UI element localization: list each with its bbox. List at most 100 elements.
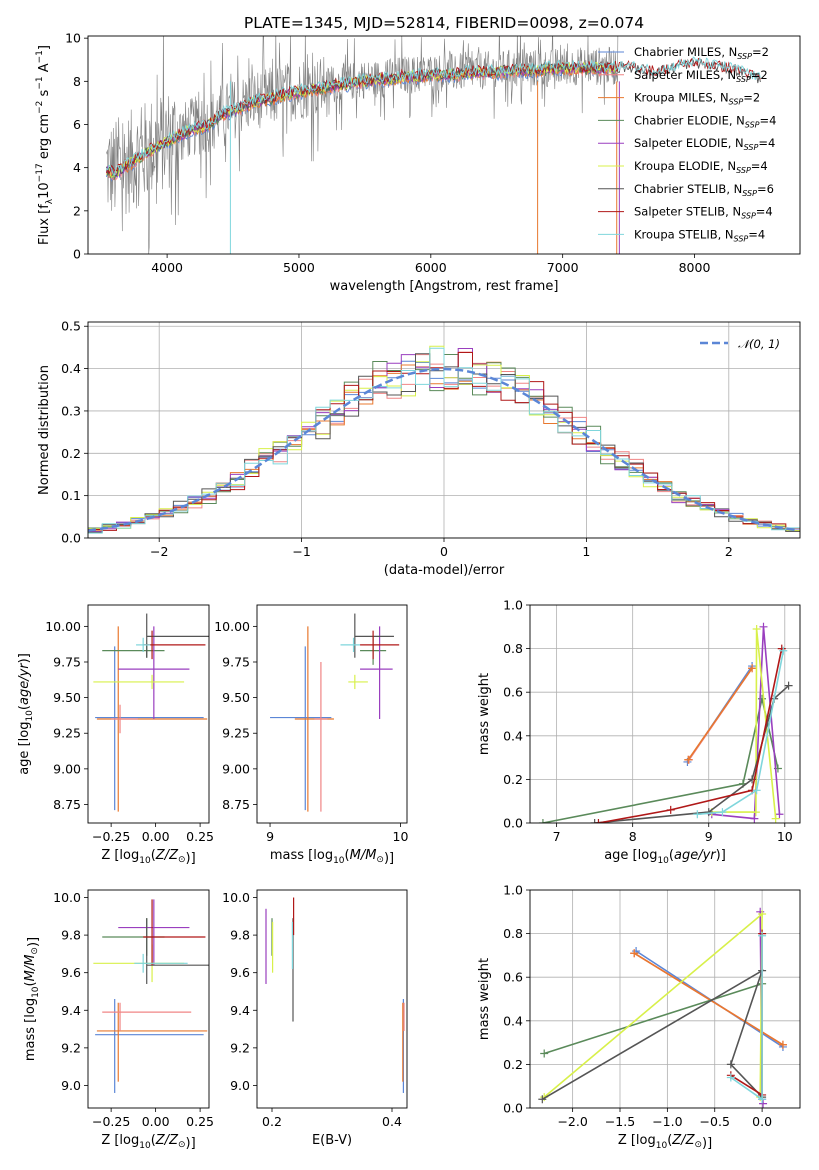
legend-entry: Salpeter ELODIE, NSSP=4	[634, 136, 775, 152]
legend-entry: 𝒩(0, 1)	[738, 337, 780, 351]
residuals-xtick-label: −1	[292, 544, 310, 559]
spectrum-xlabel: wavelength [Angstrom, rest frame]	[330, 279, 559, 294]
weight-vs-age-series-line	[687, 667, 753, 761]
mass-vs-Z-point	[118, 899, 190, 966]
age-vs-mass-point	[340, 637, 361, 653]
mass-vs-Z-ytick-label: 9.6	[61, 965, 81, 980]
weight-vs-Z-marker	[778, 1040, 787, 1049]
spectrum-axes: 4000 5000 6000 7000 8000 0 2 4 6 8 10 wavelength [A…	[35, 31, 710, 294]
age-vs-Z-ylabel: age [log10(age/yr)]	[17, 653, 35, 775]
weight-vs-Z-series-line	[633, 952, 784, 1046]
weight-vs-Z-marker	[540, 1049, 549, 1058]
residuals-plot-area	[88, 322, 800, 538]
mass-vs-Z-xtick-label: 0.00	[142, 1114, 170, 1129]
age-vs-Z-point	[143, 630, 206, 660]
age-vs-Z-axes: −0.25 0.00 0.25 8.75 9.00 9.25 9.50 9.75 10.00 Z …	[17, 619, 214, 866]
mass-vs-EBV-xtick-label: 0.4	[382, 1114, 402, 1129]
weight-vs-Z-marker	[538, 1095, 547, 1104]
spectrum-plot-area	[106, 36, 761, 254]
weight-vs-age-xtick-label: 7	[553, 829, 561, 844]
residuals-xtick-label: 1	[582, 544, 590, 559]
weight-vs-Z-marker	[758, 909, 767, 918]
mass-vs-Z-ytick-label: 9.2	[61, 1040, 81, 1055]
weight-vs-Z-ytick-label: 0.6	[503, 970, 523, 985]
mass-vs-EBV-ytick-label: 9.2	[230, 1040, 250, 1055]
age-vs-Z-ytick-label: 9.25	[53, 726, 81, 741]
weight-vs-age-marker	[751, 808, 760, 817]
weight-vs-age-series-line	[697, 650, 785, 816]
age-vs-Z-ytick-label: 8.75	[53, 797, 81, 812]
weight-vs-age-marker	[779, 646, 788, 655]
weight-vs-age-marker	[666, 805, 675, 814]
mass-vs-EBV-frame	[256, 889, 408, 1109]
mass-vs-EBV-ytick-label: 9.0	[230, 1078, 250, 1093]
age-vs-Z-ytick-label: 9.00	[53, 761, 81, 776]
age-vs-Z-ytick-label: 9.75	[53, 654, 81, 669]
age-vs-Z-xlabel: Z [log10(Z/Z⊙)]	[101, 848, 195, 866]
weight-vs-Z-marker	[726, 1073, 735, 1082]
legend-entry: Salpeter MILES, NSSP=2	[634, 68, 768, 84]
spectrum-ytick-label: 2	[73, 203, 81, 218]
weight-vs-Z-series-line	[541, 968, 764, 1100]
residuals-ytick-label: 0.5	[61, 319, 81, 334]
weight-vs-Z-ytick-label: 0.0	[503, 1101, 523, 1116]
weight-vs-age-ytick-label: 0.0	[503, 816, 523, 831]
weight-vs-age-marker	[748, 664, 757, 673]
age-vs-mass-frame	[256, 604, 408, 824]
age-vs-Z-point	[111, 704, 138, 734]
weight-vs-age-ytick-label: 0.4	[503, 728, 523, 743]
mass-vs-Z-ytick-label: 10.0	[53, 890, 81, 905]
weight-vs-age-marker	[784, 681, 793, 690]
residuals-panel: −2 −1 0 1 2 0.0 0.1 0.2 0.3 0.4 0.5 (data-model)/er…	[37, 319, 801, 578]
residuals-ytick-label: 0.0	[61, 531, 81, 546]
mass-vs-Z-ylabel: mass [log10(M/M⊙)]	[23, 937, 41, 1061]
legend-entry: Kroupa STELIB, NSSP=4	[634, 227, 765, 243]
mass-vs-Z-axes: −0.25 0.00 0.25 9.0 9.2 9.4 9.6 9.8 10.0 Z [log10…	[23, 890, 214, 1151]
age-vs-mass-xtick-label: 9	[266, 829, 274, 844]
mass-vs-EBV-ytick-label: 9.4	[230, 1003, 250, 1018]
mass-vs-EBV-panel: 0.2 0.4 9.0 9.2 9.4 9.6 9.8 10.0 E(B-V)	[222, 889, 408, 1148]
mass-vs-Z-plot-area	[93, 899, 209, 1093]
spectrum-ylabel: Flux [fλ10−17 erg cm−2 s−1 A−1]	[35, 45, 55, 245]
spectrum-panel: 4000 5000 6000 7000 8000 0 2 4 6 8 10 wavelength [A…	[35, 31, 801, 294]
weight-vs-Z-xtick-label: −2.0	[557, 1114, 587, 1129]
spectrum-ytick-label: 4	[73, 160, 81, 175]
age-vs-mass-point	[354, 613, 394, 658]
spectrum-model-line	[106, 57, 761, 175]
weight-vs-age-marker	[590, 819, 599, 823]
spectrum-ytick-label: 8	[73, 74, 81, 89]
mass-vs-Z-point	[134, 953, 188, 973]
weight-vs-age-marker	[538, 819, 547, 823]
age-vs-Z-xtick-label: 0.00	[142, 829, 170, 844]
weight-vs-age-series-line	[598, 648, 783, 823]
weight-vs-age-marker	[771, 814, 780, 823]
age-vs-Z-xtick-label: 0.25	[186, 829, 214, 844]
age-vs-Z-point	[95, 646, 204, 811]
age-vs-mass-ytick-label: 9.50	[222, 690, 250, 705]
age-vs-Z-point	[136, 637, 151, 653]
residuals-xtick-label: 2	[725, 544, 733, 559]
residuals-xtick-label: −2	[150, 544, 168, 559]
weight-vs-Z-marker	[758, 931, 767, 940]
mass-vs-Z-point	[95, 999, 204, 1093]
age-vs-mass-ytick-label: 10.00	[214, 619, 250, 634]
mass-vs-Z-xtick-label: −0.25	[92, 1114, 130, 1129]
age-vs-mass-point	[360, 630, 400, 660]
weight-vs-age-marker	[693, 810, 702, 819]
weight-vs-Z-ytick-label: 1.0	[503, 883, 523, 898]
residuals-ytick-label: 0.4	[61, 361, 81, 376]
residuals-xtick-label: 0	[440, 544, 448, 559]
spectrum-frame	[87, 35, 801, 255]
weight-vs-Z-marker	[630, 949, 639, 958]
mass-vs-EBV-xtick-label: 0.2	[262, 1114, 282, 1129]
age-vs-Z-panel: −0.25 0.00 0.25 8.75 9.00 9.25 9.50 9.75 10.00 Z …	[17, 604, 214, 866]
age-vs-mass-plot-area	[270, 613, 400, 812]
spectrum-ytick-label: 10	[65, 31, 81, 46]
mass-vs-Z-ytick-label: 9.8	[61, 928, 81, 943]
age-vs-mass-xtick-label: 10	[393, 829, 409, 844]
weight-vs-Z-marker	[759, 1099, 768, 1108]
age-vs-Z-point	[146, 613, 209, 658]
spectrum-ytick-label: 0	[73, 247, 81, 262]
mass-vs-Z-xtick-label: 0.25	[186, 1114, 214, 1129]
